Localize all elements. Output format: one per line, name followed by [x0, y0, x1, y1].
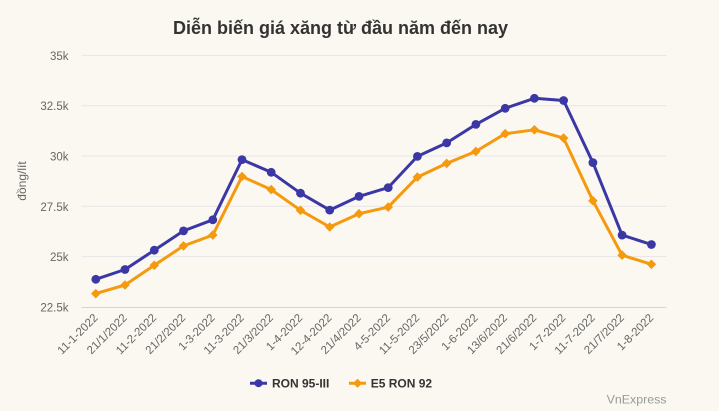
svg-text:E5 RON 92: E5 RON 92: [371, 376, 433, 390]
svg-text:25k: 25k: [50, 252, 69, 264]
svg-text:Diễn biến giá xăng từ đầu năm: Diễn biến giá xăng từ đầu năm đến nay: [173, 17, 508, 38]
svg-text:22.5k: 22.5k: [40, 302, 68, 314]
svg-text:32.5k: 32.5k: [40, 101, 68, 113]
svg-text:27.5k: 27.5k: [40, 202, 68, 214]
svg-text:35k: 35k: [50, 51, 69, 63]
svg-text:đồng/lít: đồng/lít: [15, 161, 29, 201]
svg-text:VnExpress: VnExpress: [607, 393, 667, 407]
svg-text:RON 95-III: RON 95-III: [272, 376, 329, 390]
svg-text:30k: 30k: [50, 152, 69, 164]
